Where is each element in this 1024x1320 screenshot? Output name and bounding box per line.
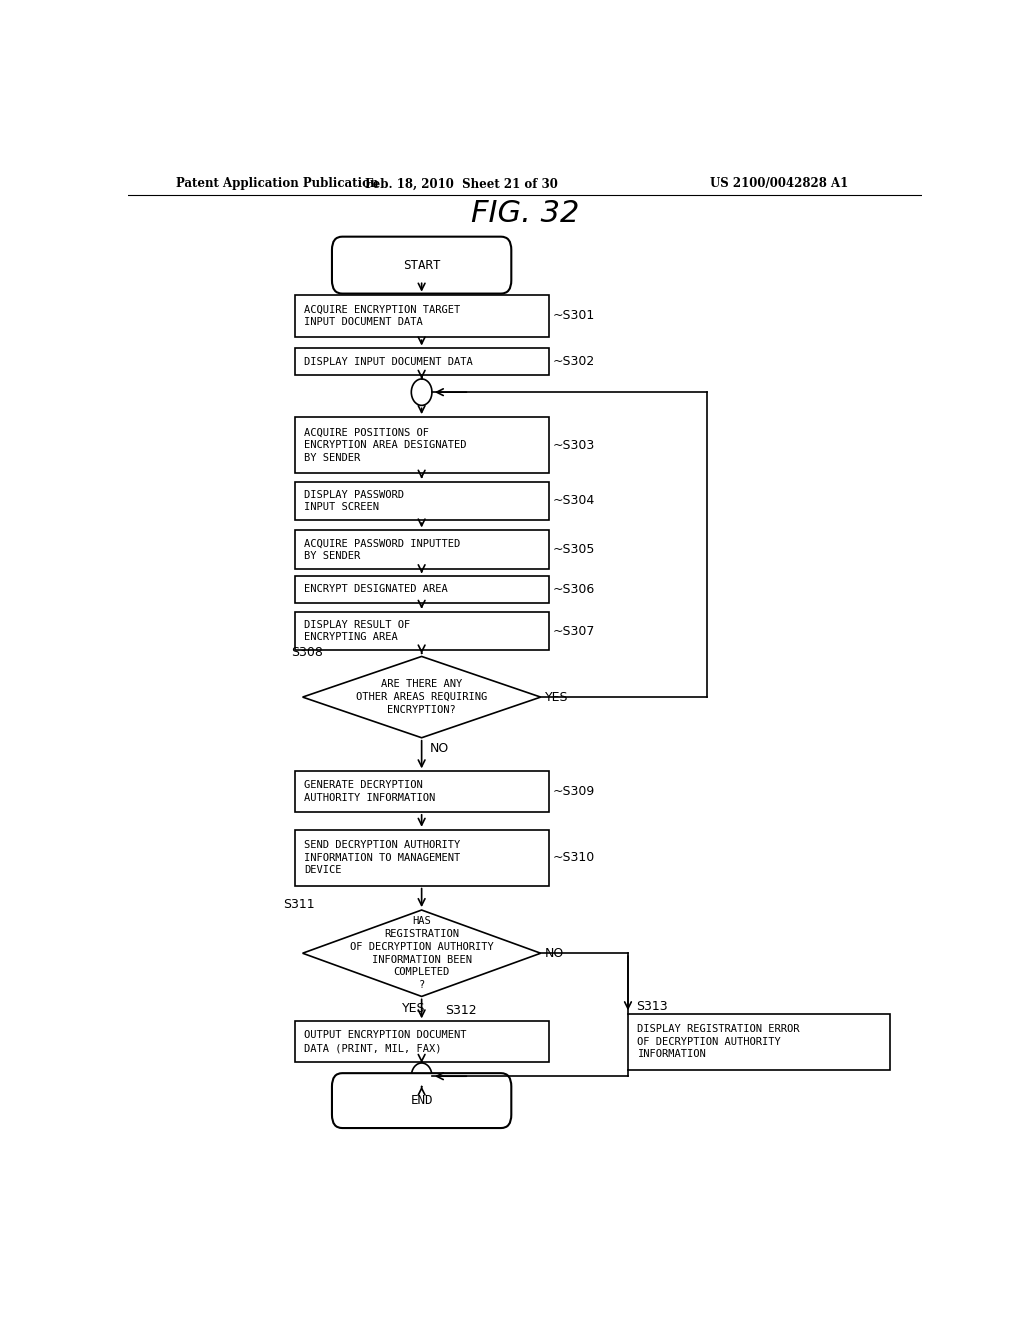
FancyBboxPatch shape bbox=[295, 482, 549, 520]
FancyBboxPatch shape bbox=[332, 236, 511, 293]
Text: ~S304: ~S304 bbox=[553, 495, 595, 507]
Text: NO: NO bbox=[545, 946, 564, 960]
FancyBboxPatch shape bbox=[295, 1022, 549, 1063]
Text: GENERATE DECRYPTION
AUTHORITY INFORMATION: GENERATE DECRYPTION AUTHORITY INFORMATIO… bbox=[304, 780, 435, 803]
Text: ~S301: ~S301 bbox=[553, 309, 595, 322]
Text: ARE THERE ANY
OTHER AREAS REQUIRING
ENCRYPTION?: ARE THERE ANY OTHER AREAS REQUIRING ENCR… bbox=[356, 680, 487, 715]
FancyBboxPatch shape bbox=[295, 611, 549, 651]
Text: ~S306: ~S306 bbox=[553, 583, 595, 595]
Text: NO: NO bbox=[430, 742, 449, 755]
Polygon shape bbox=[303, 656, 541, 738]
FancyBboxPatch shape bbox=[295, 576, 549, 602]
FancyBboxPatch shape bbox=[295, 294, 549, 338]
Text: Patent Application Publication: Patent Application Publication bbox=[176, 177, 378, 190]
Text: ~S303: ~S303 bbox=[553, 438, 595, 451]
Text: ENCRYPT DESIGNATED AREA: ENCRYPT DESIGNATED AREA bbox=[304, 585, 447, 594]
Polygon shape bbox=[303, 909, 541, 997]
Text: ~S310: ~S310 bbox=[553, 851, 595, 865]
Text: START: START bbox=[402, 259, 440, 272]
Text: S313: S313 bbox=[636, 999, 668, 1012]
Text: END: END bbox=[411, 1094, 433, 1107]
FancyBboxPatch shape bbox=[295, 417, 549, 473]
FancyBboxPatch shape bbox=[295, 771, 549, 812]
FancyBboxPatch shape bbox=[628, 1014, 890, 1069]
Text: OUTPUT ENCRYPTION DOCUMENT
DATA (PRINT, MIL, FAX): OUTPUT ENCRYPTION DOCUMENT DATA (PRINT, … bbox=[304, 1030, 467, 1053]
Text: DISPLAY REGISTRATION ERROR
OF DECRYPTION AUTHORITY
INFORMATION: DISPLAY REGISTRATION ERROR OF DECRYPTION… bbox=[638, 1024, 800, 1060]
Text: US 2100/0042828 A1: US 2100/0042828 A1 bbox=[710, 177, 848, 190]
Text: DISPLAY RESULT OF
ENCRYPTING AREA: DISPLAY RESULT OF ENCRYPTING AREA bbox=[304, 619, 411, 643]
FancyBboxPatch shape bbox=[295, 830, 549, 886]
Text: YES: YES bbox=[402, 1002, 425, 1015]
Text: HAS
REGISTRATION
OF DECRYPTION AUTHORITY
INFORMATION BEEN
COMPLETED
?: HAS REGISTRATION OF DECRYPTION AUTHORITY… bbox=[350, 916, 494, 990]
Text: SEND DECRYPTION AUTHORITY
INFORMATION TO MANAGEMENT
DEVICE: SEND DECRYPTION AUTHORITY INFORMATION TO… bbox=[304, 840, 461, 875]
FancyBboxPatch shape bbox=[295, 531, 549, 569]
Text: ACQUIRE POSITIONS OF
ENCRYPTION AREA DESIGNATED
BY SENDER: ACQUIRE POSITIONS OF ENCRYPTION AREA DES… bbox=[304, 428, 467, 463]
Text: Feb. 18, 2010  Sheet 21 of 30: Feb. 18, 2010 Sheet 21 of 30 bbox=[365, 177, 558, 190]
Text: ACQUIRE PASSWORD INPUTTED
BY SENDER: ACQUIRE PASSWORD INPUTTED BY SENDER bbox=[304, 539, 461, 561]
Text: ~S307: ~S307 bbox=[553, 624, 595, 638]
Text: S308: S308 bbox=[291, 645, 323, 659]
FancyBboxPatch shape bbox=[295, 348, 549, 375]
Circle shape bbox=[412, 1063, 432, 1089]
Text: YES: YES bbox=[545, 690, 568, 704]
Text: DISPLAY PASSWORD
INPUT SCREEN: DISPLAY PASSWORD INPUT SCREEN bbox=[304, 490, 404, 512]
Text: ~S309: ~S309 bbox=[553, 785, 595, 799]
Text: FIG. 32: FIG. 32 bbox=[471, 199, 579, 228]
Text: DISPLAY INPUT DOCUMENT DATA: DISPLAY INPUT DOCUMENT DATA bbox=[304, 356, 473, 367]
Text: ACQUIRE ENCRYPTION TARGET
INPUT DOCUMENT DATA: ACQUIRE ENCRYPTION TARGET INPUT DOCUMENT… bbox=[304, 305, 461, 327]
Circle shape bbox=[412, 379, 432, 405]
Text: ~S305: ~S305 bbox=[553, 544, 595, 556]
Text: S311: S311 bbox=[283, 898, 314, 911]
Text: S312: S312 bbox=[445, 1005, 477, 1016]
Text: ~S302: ~S302 bbox=[553, 355, 595, 368]
FancyBboxPatch shape bbox=[332, 1073, 511, 1129]
